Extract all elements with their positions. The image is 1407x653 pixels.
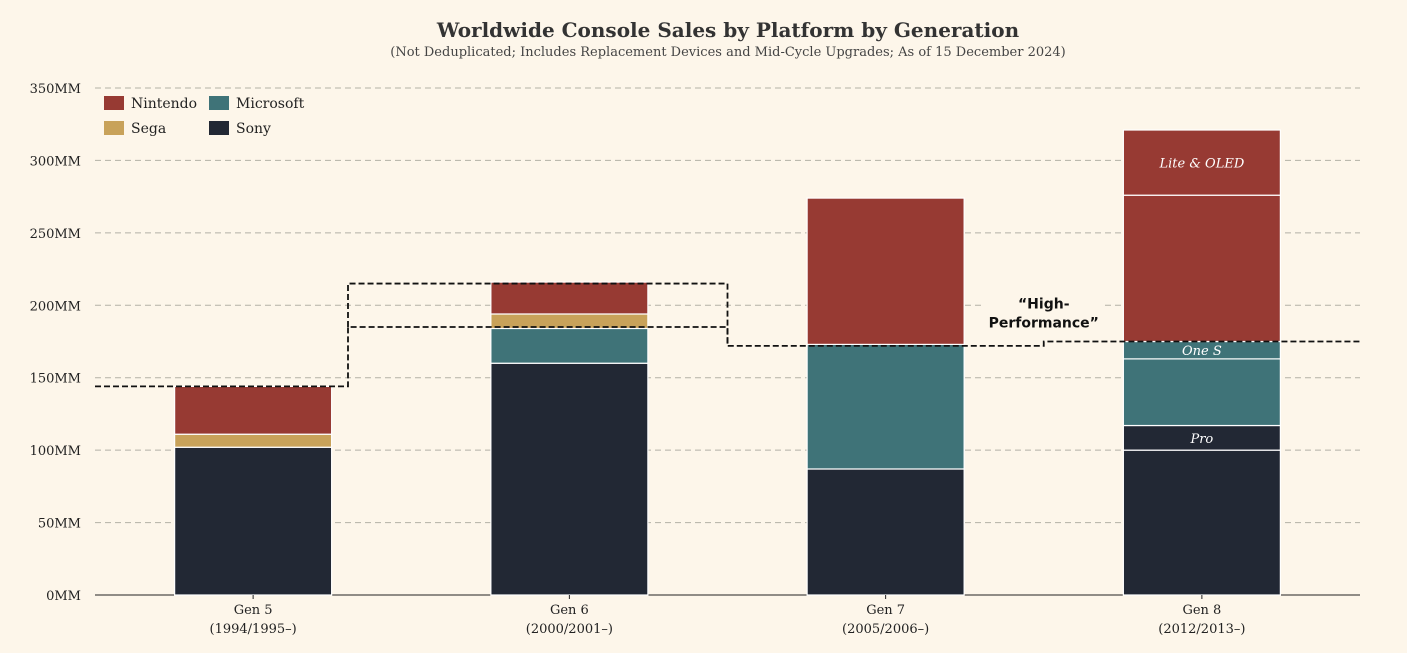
bar-segment — [174, 446, 333, 596]
legend: Nintendo Microsoft Sega Sony — [104, 96, 305, 137]
y-tick-label: 0MM — [46, 589, 81, 604]
x-tick-sublabel: (1994/1995–) — [210, 622, 297, 637]
x-tick-label: Gen 5 — [234, 603, 273, 618]
x-tick-label: Gen 8 — [1182, 603, 1221, 618]
bar-segment — [490, 327, 649, 364]
legend-label: Microsoft — [236, 96, 305, 112]
y-tick-label: 50MM — [38, 517, 81, 532]
annotation-label-line2: Performance” — [989, 316, 1099, 332]
legend-label: Sega — [131, 121, 166, 137]
annotation-label-line1: “High- — [1018, 297, 1070, 313]
bar-segment — [174, 385, 333, 435]
y-tick-label: 300MM — [30, 154, 81, 169]
bar-segment — [490, 362, 649, 596]
x-tick-sublabel: (2012/2013–) — [1158, 622, 1245, 637]
y-tick-label: 250MM — [30, 227, 81, 242]
high-performance-annotation: “High- Performance” — [95, 282, 1360, 388]
chart-subtitle: (Not Deduplicated; Includes Replacement … — [390, 45, 1065, 60]
x-tick-sublabel: (2005/2006–) — [842, 622, 929, 637]
x-tick-label: Gen 7 — [866, 603, 905, 618]
bar-segment — [806, 343, 965, 470]
y-tick-label: 350MM — [30, 82, 81, 97]
legend-label: Sony — [236, 121, 271, 137]
high-performance-threshold-line — [95, 326, 1360, 388]
bar-segment — [1122, 194, 1281, 343]
bar-segment — [1122, 424, 1281, 451]
bar-segment — [1122, 129, 1281, 196]
legend-swatch — [209, 121, 229, 135]
bars: Pro One S Lite & OLED — [174, 129, 1281, 596]
x-tick-sublabel: (2000/2001–) — [526, 622, 613, 637]
legend-label: Nintendo — [131, 96, 197, 112]
bar-segment-label: One S — [1182, 344, 1222, 359]
bar-segment — [490, 281, 649, 315]
legend-swatch — [209, 96, 229, 110]
bar-segment — [1122, 449, 1281, 596]
bar-segment — [806, 468, 965, 596]
legend-swatch — [104, 121, 124, 135]
y-tick-label: 100MM — [30, 444, 81, 459]
bar-segment — [1122, 358, 1281, 427]
bar-segment — [806, 197, 965, 345]
bar-segment-label: Pro — [1189, 432, 1213, 447]
annotation-label-background — [983, 289, 1104, 336]
legend-swatch — [104, 96, 124, 110]
y-tick-label: 200MM — [30, 299, 81, 314]
y-axis-ticks: 0MM 50MM 100MM 150MM 200MM 250MM 300MM 350MM — [30, 82, 81, 604]
x-axis-ticks: Gen 5 (1994/1995–) Gen 6 (2000/2001–) Gen 7 (… — [210, 595, 1245, 637]
x-tick-label: Gen 6 — [550, 603, 589, 618]
high-performance-box — [347, 282, 729, 346]
y-tick-label: 150MM — [30, 372, 81, 387]
chart-title: Worldwide Console Sales by Platform by G… — [436, 18, 1020, 42]
bar-segment-label: Lite & OLED — [1159, 157, 1245, 172]
bar-segment — [174, 433, 333, 448]
